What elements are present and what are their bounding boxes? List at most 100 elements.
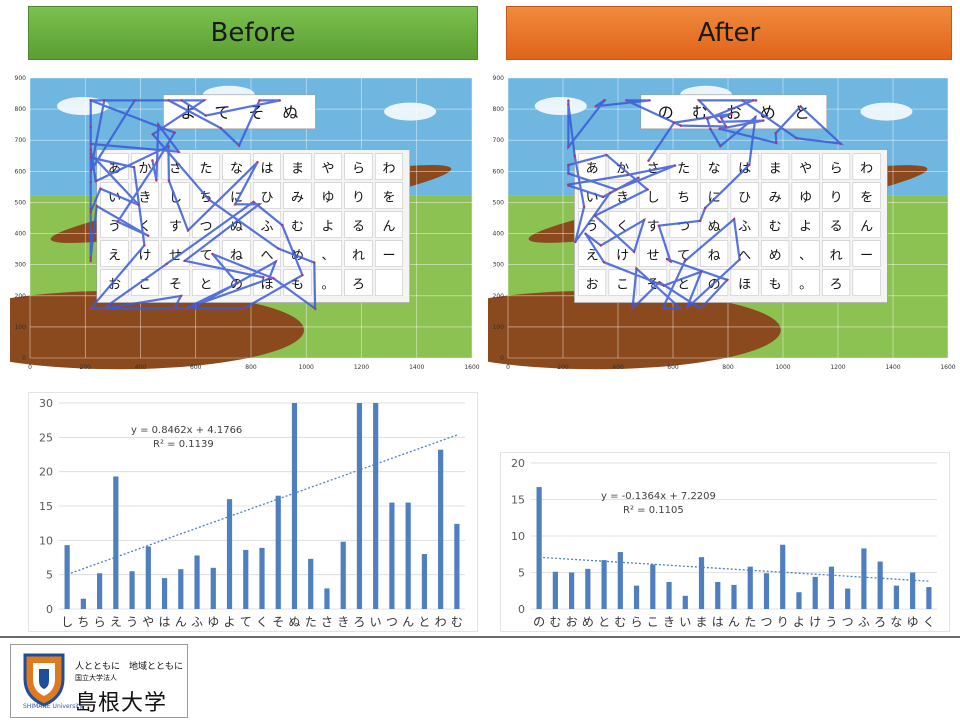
gaze-point	[635, 267, 638, 270]
key-cell	[313, 182, 342, 209]
key-cell	[822, 269, 851, 296]
key-cell	[669, 182, 698, 209]
key-char: こ	[616, 278, 629, 293]
gaze-point	[673, 164, 677, 167]
bar	[796, 592, 802, 609]
key-cell	[852, 240, 881, 267]
bar	[291, 403, 298, 609]
gaze-point	[233, 203, 237, 206]
x-tick-label: ぬ	[288, 615, 300, 629]
key-char: け	[616, 249, 629, 264]
x-tick-label: け	[809, 615, 821, 629]
x-tick-label: め	[582, 615, 594, 629]
gaze-point	[89, 181, 92, 184]
x-tick-label: ん	[175, 615, 187, 629]
y-tick-label: 200	[15, 293, 27, 300]
key-char: ゆ	[321, 191, 334, 206]
x-tick-label: む	[549, 615, 561, 629]
key-cell	[283, 211, 312, 238]
x-tick-label: よ	[224, 615, 236, 629]
y-tick-label: 100	[15, 324, 27, 331]
x-tick-label: ろ	[353, 615, 365, 629]
gaze-point	[683, 259, 687, 263]
key-cell	[161, 240, 190, 267]
gaze-point	[700, 270, 703, 273]
x-tick-label: 0	[506, 364, 510, 371]
gaze-point	[276, 247, 280, 250]
y-tick-label: 100	[493, 324, 505, 331]
x-tick-label: 1600	[464, 364, 479, 371]
x-tick-label: と	[418, 615, 430, 629]
bar	[715, 581, 721, 609]
bar	[373, 403, 379, 609]
gaze-point	[839, 142, 842, 145]
key-cell	[761, 153, 790, 180]
gaze-point	[167, 179, 171, 182]
gaze-point	[256, 160, 259, 164]
gaze-point	[155, 161, 158, 164]
x-tick-label: う	[825, 615, 837, 629]
bar	[585, 568, 591, 609]
x-tick-label: お	[566, 615, 578, 629]
key-char: わ	[860, 162, 873, 177]
key-cell	[344, 211, 373, 238]
x-tick-label: ん	[402, 615, 414, 629]
university-name: 島根大学	[75, 691, 168, 716]
y-tick-label: 0	[46, 603, 53, 616]
key-cell	[344, 153, 373, 180]
key-cell	[374, 153, 403, 180]
key-cell	[791, 182, 820, 209]
key-cell	[313, 153, 342, 180]
bar	[698, 557, 705, 609]
gaze-point	[202, 99, 206, 102]
x-tick-label: り	[777, 615, 789, 629]
gaze-point	[236, 282, 239, 285]
key-cell	[730, 269, 759, 296]
trendline-equation: y = 0.8462x + 4.1766	[131, 425, 242, 436]
bar	[161, 578, 168, 609]
x-tick-label: や	[142, 615, 154, 629]
target-char: と	[794, 103, 810, 122]
bar	[340, 541, 346, 609]
gaze-point	[167, 145, 170, 148]
gaze-point	[594, 105, 597, 108]
university-logo: SHIMANE University 人とともに 地域とともに 国立大学法人 島…	[10, 644, 188, 718]
bar	[845, 588, 851, 609]
y-tick-label: 5	[518, 567, 525, 580]
x-tick-label: ち	[77, 615, 89, 629]
dirt-path	[0, 290, 304, 370]
gaze-point	[632, 250, 636, 253]
x-tick-label: ん	[728, 615, 740, 629]
gaze-point	[116, 220, 119, 224]
shield-emblem-icon	[23, 653, 65, 707]
x-tick-label: 1200	[830, 364, 845, 371]
gaze-point	[626, 173, 629, 177]
x-tick-label: い	[679, 615, 691, 629]
gaze-point	[755, 99, 758, 102]
bar	[633, 585, 640, 609]
key-char: と	[199, 278, 212, 293]
key-cell	[578, 269, 607, 296]
bar-chart-before-svg: 051015202530しちらえうやはんふゆよてくそぬたさきろいつんとわむy =…	[39, 397, 465, 629]
key-cell	[700, 182, 729, 209]
bar	[682, 595, 688, 609]
y-tick-label: 300	[493, 262, 505, 269]
gaze-point	[718, 120, 721, 124]
bar	[129, 571, 135, 609]
gaze-point	[133, 99, 136, 102]
x-tick-label: わ	[435, 615, 447, 629]
bar	[731, 584, 737, 609]
key-char: し	[647, 191, 660, 206]
gaze-point	[582, 205, 586, 209]
key-cell	[700, 211, 729, 238]
bar-chart-before: 0 5 10 15 20 25 30 しちらえうやはんふゆよてくそぬたさきろいつんとわむ y =…	[28, 392, 478, 632]
key-cell	[852, 211, 881, 238]
gaze-point	[631, 307, 634, 310]
y-tick-label: 900	[493, 75, 505, 82]
x-tick-label: こ	[647, 615, 659, 629]
y-tick-label: 900	[15, 75, 27, 82]
gaze-point	[89, 256, 92, 259]
key-cell	[374, 269, 403, 296]
key-char: ろ	[830, 278, 843, 293]
x-tick-label: 800	[245, 364, 257, 371]
